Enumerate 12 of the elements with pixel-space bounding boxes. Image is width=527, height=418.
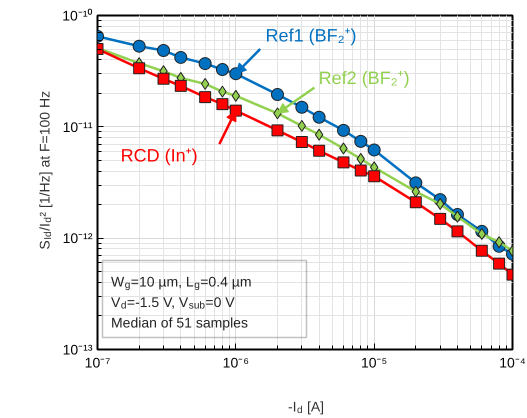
y-tick-label: 10⁻¹¹ (62, 118, 93, 135)
text: RCD (In⁺) (120, 146, 198, 166)
series-label: Ref1 (BF₂⁺) (266, 26, 357, 46)
y-tick-label: 10⁻¹³ (62, 342, 93, 358)
y-axis-title: SId/Id² [1/Hz] at F=100 Hz (36, 90, 54, 250)
y-tick-label: 10⁻¹⁰ (62, 8, 92, 24)
x-tick-label: 10⁻⁶ (222, 354, 250, 370)
x-tick-label: 10⁻⁴ (499, 354, 526, 370)
y-tick-label: 10⁻¹² (62, 230, 93, 246)
x-tick-label: 10⁻⁷ (84, 354, 110, 370)
text: Ref2 (BF₂⁺) (318, 68, 410, 88)
x-tick-label: 10⁻⁵ (360, 354, 388, 370)
